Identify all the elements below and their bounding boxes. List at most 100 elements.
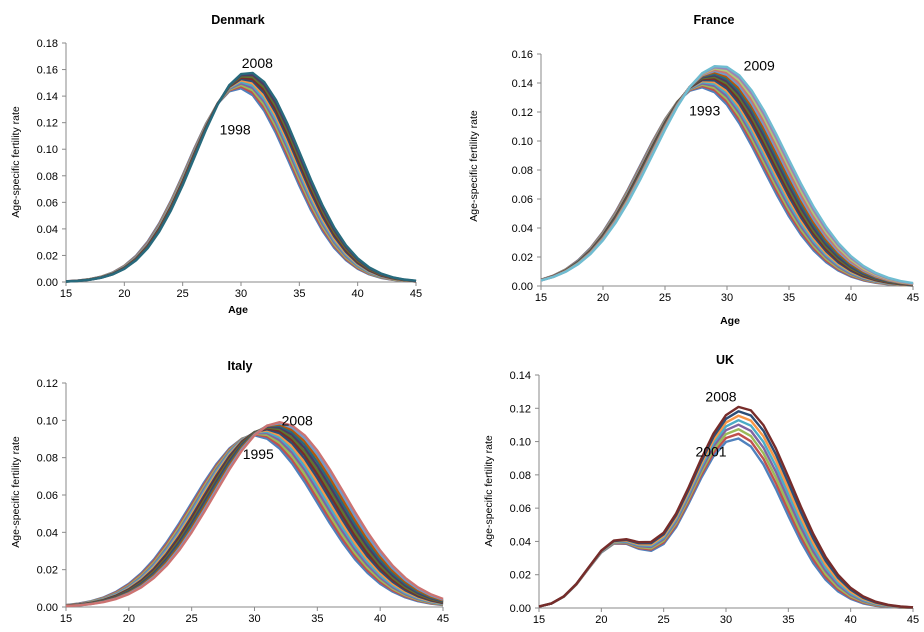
italy-x-tick-label: 25 <box>186 613 198 625</box>
italy-x-tick-label: 20 <box>123 613 135 625</box>
denmark-y-tick-label: 0.08 <box>37 171 58 183</box>
denmark-y-tick-label: 0.02 <box>37 250 58 262</box>
italy-y-axis-label: Age-specific fertility rate <box>10 436 22 548</box>
france-series-1993 <box>540 86 914 287</box>
france-series-1994 <box>540 84 914 287</box>
france-y-tick-label: 0.16 <box>512 49 533 61</box>
france-series-lines <box>540 64 914 287</box>
denmark-x-tick-label: 45 <box>410 288 422 300</box>
denmark-y-tick-label: 0.16 <box>37 65 58 77</box>
denmark-y-tick-label: 0.12 <box>37 118 58 130</box>
france-series-2001 <box>540 75 914 286</box>
denmark-panel: Denmark Age Age-specific fertility rate … <box>10 13 422 316</box>
uk-y-tick-label: 0.00 <box>510 603 531 615</box>
uk-x-tick-label: 40 <box>845 614 857 626</box>
france-series-1997 <box>540 80 914 287</box>
uk-y-axis-label: Age-specific fertility rate <box>483 435 495 547</box>
france-series-2000 <box>540 77 914 287</box>
denmark-x-tick-label: 20 <box>118 288 130 300</box>
france-x-tick-label: 25 <box>659 292 671 304</box>
denmark-y-tick-label: 0.10 <box>37 144 58 156</box>
uk-y-tick-label: 0.02 <box>510 570 531 582</box>
france-annotation-end-year: 2009 <box>744 58 775 74</box>
france-y-tick-label: 0.02 <box>512 252 533 264</box>
france-x-tick-label: 15 <box>535 292 547 304</box>
denmark-title: Denmark <box>211 13 265 27</box>
denmark-axes: 0.00 0.02 0.04 0.06 0.08 0.10 0.12 0.14 0.16 0.18… <box>37 38 423 300</box>
denmark-series-2003 <box>65 79 417 283</box>
italy-title: Italy <box>227 359 252 373</box>
italy-annotation-end-year: 2008 <box>282 412 313 428</box>
denmark-annotation-start-year: 1998 <box>220 121 251 137</box>
uk-series-2008 <box>538 405 914 609</box>
denmark-y-axis-label: Age-specific fertility rate <box>10 106 22 218</box>
uk-x-tick-label: 30 <box>720 614 732 626</box>
denmark-series-1998 <box>65 87 417 283</box>
italy-y-tick-label: 0.04 <box>37 527 58 539</box>
france-y-tick-label: 0.08 <box>512 165 533 177</box>
france-axes: 0.00 0.02 0.04 0.06 0.08 0.10 0.12 0.14 0.16 15 20… <box>512 49 920 304</box>
denmark-series-2006 <box>65 75 417 283</box>
italy-y-tick-label: 0.08 <box>37 453 58 465</box>
denmark-series-2008 <box>65 71 417 283</box>
france-series-1996 <box>540 82 914 287</box>
denmark-series-2001 <box>65 82 417 283</box>
italy-y-tick-label: 0.06 <box>37 490 58 502</box>
denmark-series-2007 <box>65 73 417 283</box>
france-x-tick-label: 40 <box>845 292 857 304</box>
denmark-series-1999 <box>65 85 417 283</box>
france-annotation-start-year: 1993 <box>689 103 720 119</box>
uk-y-tick-label: 0.08 <box>510 470 531 482</box>
france-series-1999 <box>540 78 914 287</box>
italy-x-tick-label: 15 <box>60 613 72 625</box>
italy-axes: 0.00 0.02 0.04 0.06 0.08 0.10 0.12 15 20 25 30 35 40… <box>37 378 450 625</box>
italy-x-tick-label: 30 <box>248 613 260 625</box>
uk-x-tick-label: 20 <box>595 614 607 626</box>
uk-x-tick-label: 15 <box>533 614 545 626</box>
uk-axes: 0.00 0.02 0.04 0.06 0.08 0.10 0.12 0.14 15 20 25 30… <box>510 370 920 626</box>
denmark-x-axis-label: Age <box>228 304 248 316</box>
france-y-tick-label: 0.04 <box>512 223 533 235</box>
italy-x-tick-label: 45 <box>437 613 449 625</box>
denmark-y-tick-label: 0.04 <box>37 224 58 236</box>
uk-x-tick-label: 45 <box>907 614 919 626</box>
italy-x-tick-label: 35 <box>311 613 323 625</box>
uk-panel: UK Age-specific fertility rate 0.00 0.02 0… <box>483 353 919 626</box>
denmark-series-lines <box>65 71 417 283</box>
france-series-1995 <box>540 83 914 287</box>
denmark-y-tick-label: 0.06 <box>37 197 58 209</box>
france-x-tick-label: 35 <box>783 292 795 304</box>
uk-annotation-end-year: 2008 <box>705 389 736 405</box>
france-x-tick-label: 45 <box>907 292 919 304</box>
france-y-tick-label: 0.10 <box>512 136 533 148</box>
denmark-y-tick-label: 0.00 <box>37 277 58 289</box>
italy-annotation-start-year: 1995 <box>243 446 274 462</box>
france-series-2009 <box>540 64 914 285</box>
denmark-series-2004 <box>65 77 417 283</box>
denmark-annotation-end-year: 2008 <box>242 55 273 71</box>
france-series-1998 <box>540 79 914 287</box>
france-y-tick-label: 0.00 <box>512 281 533 293</box>
italy-y-tick-label: 0.10 <box>37 415 58 427</box>
uk-y-tick-label: 0.04 <box>510 536 531 548</box>
france-y-tick-label: 0.14 <box>512 78 533 90</box>
france-y-tick-label: 0.06 <box>512 194 533 206</box>
uk-annotation-start-year: 2001 <box>695 444 726 460</box>
france-y-axis-label: Age-specific fertility rate <box>468 110 480 222</box>
uk-y-tick-label: 0.14 <box>510 370 531 382</box>
denmark-x-tick-label: 15 <box>60 288 72 300</box>
denmark-x-tick-label: 40 <box>352 288 364 300</box>
uk-y-tick-label: 0.06 <box>510 503 531 515</box>
denmark-y-tick-label: 0.14 <box>37 91 58 103</box>
uk-title: UK <box>716 353 734 367</box>
france-panel: France Age Age-specific fertility rate 0… <box>468 13 919 327</box>
uk-x-tick-label: 35 <box>782 614 794 626</box>
uk-x-tick-label: 25 <box>658 614 670 626</box>
uk-y-tick-label: 0.12 <box>510 403 531 415</box>
france-y-tick-label: 0.12 <box>512 107 533 119</box>
uk-series-2002 <box>538 432 914 609</box>
denmark-series-2002 <box>65 80 417 283</box>
italy-series-2008 <box>65 421 444 608</box>
italy-series-lines <box>65 421 444 608</box>
